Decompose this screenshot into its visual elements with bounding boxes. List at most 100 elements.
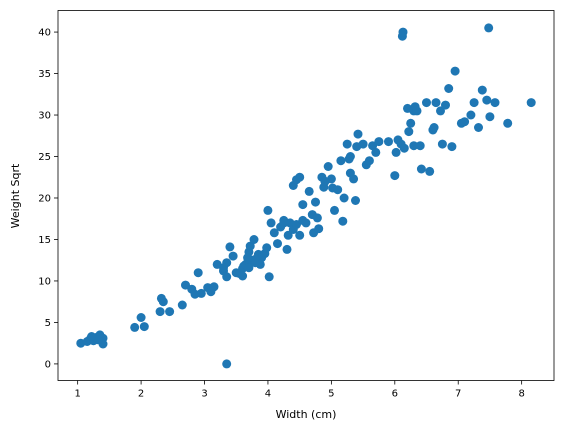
data-point — [273, 239, 282, 249]
x-tick-label: 4 — [265, 389, 271, 400]
data-point — [279, 218, 289, 228]
data-point — [311, 197, 320, 207]
data-point — [415, 141, 425, 151]
data-point — [298, 200, 308, 210]
y-axis-ticks: 0 5 10 15 20 25 30 35 40 — [38, 28, 58, 370]
data-point — [351, 196, 360, 205]
data-point — [412, 106, 422, 116]
data-point — [391, 147, 401, 157]
data-point — [304, 186, 314, 196]
data-point — [282, 244, 292, 254]
data-point — [222, 359, 232, 369]
y-tick-label: 5 — [45, 318, 51, 329]
y-tick-label: 20 — [38, 193, 51, 204]
data-point — [136, 313, 146, 322]
data-point — [490, 98, 500, 108]
data-point — [339, 193, 349, 203]
x-tick-label: 3 — [201, 389, 207, 400]
data-point — [344, 154, 354, 164]
data-point — [228, 251, 238, 261]
data-point — [425, 166, 435, 176]
data-point — [484, 23, 494, 33]
y-tick-label: 40 — [38, 28, 51, 39]
data-point — [155, 307, 165, 317]
data-point — [245, 241, 255, 251]
x-axis-ticks: 1 2 3 4 5 6 7 8 — [74, 380, 525, 400]
data-point — [266, 218, 276, 228]
data-point — [460, 117, 470, 127]
data-point — [404, 127, 414, 137]
data-point — [323, 162, 333, 171]
data-point — [503, 118, 513, 128]
data-point — [371, 147, 381, 157]
data-point — [320, 176, 330, 186]
data-point — [485, 112, 495, 122]
y-axis-label: Weight Sqrt — [9, 163, 22, 228]
data-point — [406, 118, 416, 128]
data-point — [177, 300, 187, 310]
data-point — [264, 272, 274, 282]
data-point — [338, 216, 348, 226]
data-point — [526, 98, 536, 108]
data-point — [262, 243, 272, 253]
data-point — [384, 137, 393, 147]
data-point — [196, 288, 206, 298]
data-point — [139, 322, 149, 332]
data-point — [244, 263, 254, 273]
data-point — [441, 100, 450, 110]
data-point — [219, 263, 228, 273]
data-point — [374, 137, 384, 147]
data-point — [447, 142, 457, 152]
data-point — [156, 293, 166, 303]
data-point — [238, 271, 248, 281]
data-point — [87, 332, 97, 341]
data-point — [409, 141, 419, 151]
y-tick-label: 15 — [38, 235, 51, 246]
plot-frame — [57, 10, 555, 381]
data-point — [450, 66, 460, 76]
data-point — [399, 143, 409, 153]
data-point — [390, 171, 400, 181]
x-tick-label: 8 — [518, 389, 524, 400]
data-point — [312, 213, 322, 223]
data-point — [358, 139, 368, 149]
data-point — [165, 307, 175, 317]
data-point — [353, 129, 363, 139]
y-tick-label: 10 — [38, 276, 51, 287]
x-axis-label: Width (cm) — [276, 408, 337, 421]
data-point — [269, 228, 279, 238]
data-point — [482, 95, 492, 105]
data-point — [477, 85, 487, 95]
data-point — [364, 156, 374, 166]
data-point — [469, 98, 479, 108]
data-point — [263, 205, 273, 215]
data-point — [398, 27, 408, 37]
data-point — [429, 123, 439, 132]
data-point — [431, 98, 441, 108]
y-tick-label: 25 — [38, 152, 51, 163]
data-point — [130, 322, 140, 332]
data-point — [422, 98, 431, 108]
x-tick-label: 7 — [455, 389, 461, 400]
data-point — [243, 253, 253, 263]
data-point — [301, 218, 311, 228]
y-tick-label: 35 — [38, 69, 51, 80]
data-point — [416, 164, 426, 174]
data-point — [336, 156, 346, 166]
data-point — [330, 205, 339, 215]
data-point — [295, 230, 305, 240]
data-point — [283, 230, 293, 240]
data-point — [225, 242, 235, 252]
data-point — [474, 123, 483, 132]
y-tick-label: 30 — [38, 111, 51, 122]
data-point — [314, 224, 324, 234]
points-layer — [76, 23, 536, 369]
data-point — [444, 84, 454, 93]
data-point — [342, 139, 352, 149]
x-tick-label: 6 — [392, 389, 398, 400]
x-tick-label: 5 — [328, 389, 334, 400]
data-point — [466, 110, 476, 120]
y-tick-label: 0 — [45, 359, 51, 370]
